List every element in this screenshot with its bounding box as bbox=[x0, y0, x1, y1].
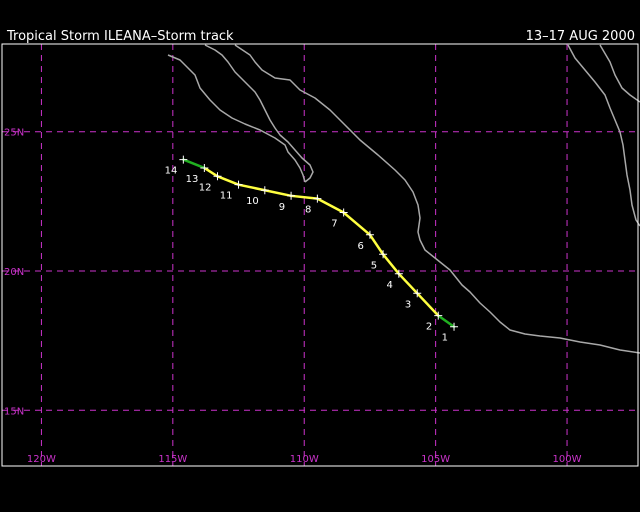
gulf-of-mexico-coast bbox=[567, 44, 640, 227]
track-segment bbox=[182, 158, 206, 170]
track-point-label: 10 bbox=[246, 196, 259, 207]
lon-label: 105W bbox=[421, 454, 450, 465]
lat-label: 15N bbox=[4, 406, 24, 417]
track-point-label: 11 bbox=[220, 191, 233, 202]
track-point-label: 12 bbox=[199, 182, 212, 193]
track-point-label: 7 bbox=[331, 219, 337, 230]
track-point-marker bbox=[365, 230, 374, 239]
track-segment bbox=[381, 253, 401, 276]
track-point-marker bbox=[260, 186, 269, 195]
northern-coast bbox=[599, 44, 640, 103]
map-dates: 13–17 AUG 2000 bbox=[526, 29, 635, 44]
track-segment bbox=[397, 272, 419, 295]
track-point-marker bbox=[394, 269, 403, 278]
track-point-marker bbox=[434, 311, 443, 320]
lat-lon-grid: 25N 20N 15N 120W 115W 110W 105W 100W bbox=[2, 44, 638, 466]
track-point-label: 14 bbox=[165, 166, 178, 177]
track-point-marker bbox=[379, 250, 388, 259]
track-point-label: 8 bbox=[305, 205, 311, 216]
track-segment bbox=[368, 233, 385, 256]
track-segment bbox=[437, 314, 456, 328]
coastline bbox=[167, 44, 640, 354]
track-point-marker bbox=[213, 172, 222, 181]
track-point-label: 2 bbox=[426, 322, 432, 333]
lat-label: 20N bbox=[4, 267, 24, 278]
lon-label: 115W bbox=[158, 454, 187, 465]
track-segment bbox=[263, 188, 293, 198]
track-segment bbox=[415, 292, 440, 317]
lon-label: 100W bbox=[553, 454, 582, 465]
track-point-marker bbox=[413, 289, 422, 298]
track-segment bbox=[289, 194, 319, 200]
track-point-label: 5 bbox=[371, 260, 377, 271]
track-point-marker bbox=[450, 322, 459, 331]
track-segment bbox=[342, 211, 372, 237]
track-point-marker bbox=[179, 155, 188, 164]
track-point-label: 13 bbox=[186, 174, 199, 185]
track-point-label: 1 bbox=[442, 333, 448, 344]
track-point-label: 9 bbox=[279, 202, 285, 213]
track-segment bbox=[237, 183, 267, 192]
plot-frame bbox=[1, 43, 639, 467]
track-point-label: 4 bbox=[386, 280, 392, 291]
lon-label: 120W bbox=[27, 454, 56, 465]
track-point-marker bbox=[313, 194, 322, 203]
track-point-marker bbox=[287, 191, 296, 200]
track-segment bbox=[216, 175, 240, 186]
track-point-marker bbox=[339, 208, 348, 217]
track-point-label: 6 bbox=[358, 241, 364, 252]
track-point-marker bbox=[200, 163, 209, 172]
baja-gulf-coast bbox=[204, 44, 314, 183]
lat-label: 25N bbox=[4, 128, 24, 139]
track-point-marker bbox=[234, 180, 243, 189]
map-title: Tropical Storm ILEANA–Storm track bbox=[6, 29, 234, 44]
mainland-coast bbox=[234, 44, 640, 354]
lon-label: 110W bbox=[290, 454, 319, 465]
track-segment bbox=[316, 197, 345, 214]
baja-pacific-coast bbox=[167, 54, 306, 183]
track-point-label: 3 bbox=[405, 299, 411, 310]
track-segment bbox=[203, 166, 219, 178]
